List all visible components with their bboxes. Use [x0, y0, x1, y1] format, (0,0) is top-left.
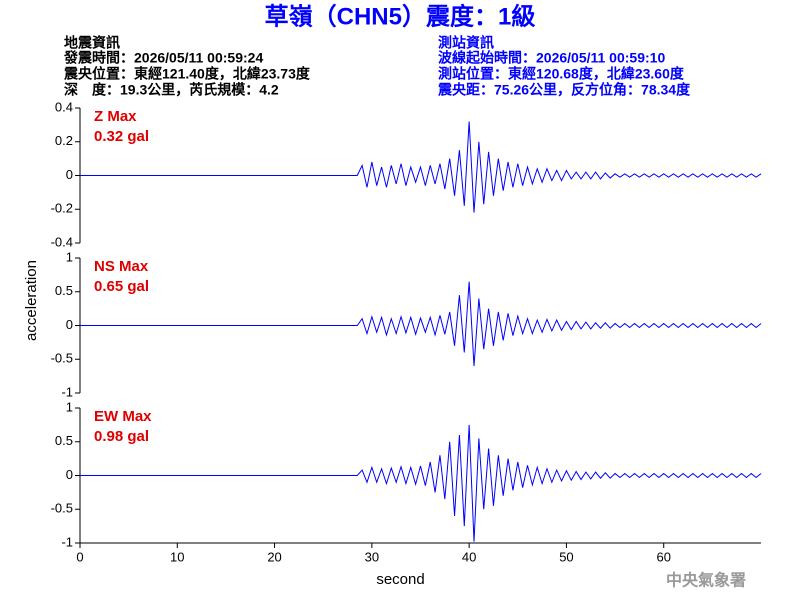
x-tick-label: 40: [462, 549, 476, 564]
station-info: 波線起始時間：2026/05/11 00:59:10: [438, 50, 665, 66]
waveform: [80, 424, 762, 542]
y-tick-label: 0.2: [55, 133, 73, 148]
max-annotation: EW Max: [94, 408, 152, 425]
x-tick-label: 20: [267, 549, 281, 564]
max-annotation: 0.98 gal: [94, 428, 149, 445]
x-tick-label: 60: [656, 549, 670, 564]
y-tick-label: 0.5: [55, 433, 73, 448]
title: 草嶺（CHN5）震度：1級: [265, 2, 536, 30]
max-annotation: 0.32 gal: [94, 128, 149, 145]
station-info: 測站位置：東經120.68度，北緯23.60度: [438, 66, 685, 82]
waveform: [80, 121, 762, 213]
y-tick-label: 0.4: [55, 99, 73, 114]
station-info: 測站資訊: [438, 35, 494, 51]
x-axis-label: second: [376, 571, 424, 588]
y-tick-label: 0: [66, 467, 73, 482]
max-annotation: 0.65 gal: [94, 278, 149, 295]
y-tick-label: -0.4: [51, 234, 73, 249]
event-info: 深 度：19.3公里，芮氏規模：4.2: [64, 82, 279, 98]
y-axis-label: acceleration: [23, 260, 40, 341]
y-tick-label: -1: [61, 534, 73, 549]
x-tick-label: 50: [559, 549, 573, 564]
event-info: 震央位置：東經121.40度，北緯23.73度: [63, 66, 311, 82]
y-tick-label: 0: [66, 167, 73, 182]
y-tick-label: -0.5: [51, 351, 73, 366]
x-tick-label: 0: [76, 549, 83, 564]
y-tick-label: -0.2: [51, 201, 73, 216]
y-tick-label: -1: [61, 384, 73, 399]
y-tick-label: -0.5: [51, 501, 73, 516]
y-tick-label: 0: [66, 317, 73, 332]
station-info: 震央距：75.26公里，反方位角：78.34度: [437, 82, 691, 98]
waveform: [80, 281, 762, 367]
event-info: 地震資訊: [64, 35, 120, 51]
y-tick-label: 1: [66, 399, 73, 414]
y-tick-label: 0.5: [55, 283, 73, 298]
footer: 中央氣象署: [666, 571, 746, 590]
max-annotation: NS Max: [94, 258, 149, 275]
event-info: 發震時間：2026/05/11 00:59:24: [63, 50, 263, 66]
y-tick-label: 1: [66, 249, 73, 264]
max-annotation: Z Max: [94, 108, 137, 125]
x-tick-label: 30: [365, 549, 379, 564]
x-tick-label: 10: [170, 549, 184, 564]
